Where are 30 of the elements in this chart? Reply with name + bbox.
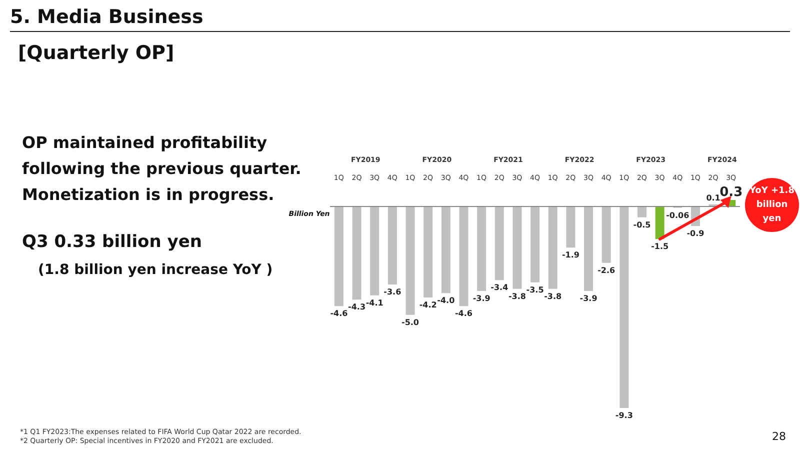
- data-label: 0.1: [706, 193, 721, 202]
- text: YoY +1.8 billion yen: [748, 185, 796, 226]
- data-label: -3.8: [544, 292, 562, 301]
- data-label: -4.3: [348, 302, 366, 312]
- text: (1.8 billion yen increase YoY ): [38, 262, 273, 278]
- data-label: -2.6: [598, 266, 616, 275]
- data-label: -3.4: [490, 283, 509, 292]
- text: OP maintained profitability following the previous quarter. Monetization is in progress.: [22, 132, 302, 206]
- data-label: -5.0: [402, 318, 420, 327]
- data-label: -4.6: [330, 309, 348, 318]
- data-label: -0.06: [666, 210, 690, 220]
- data-label: -0.5: [633, 220, 652, 230]
- data-label: -9.3: [615, 411, 633, 420]
- text: 5. Media Business: [10, 6, 790, 32]
- data-label: -0.9: [686, 229, 705, 238]
- data-label: -4.2: [419, 300, 437, 310]
- data-label: -3.5: [526, 285, 544, 294]
- data-label: -4.6: [454, 309, 473, 318]
- data-label: -3.9: [472, 294, 491, 303]
- data-label: -1.5: [651, 242, 669, 251]
- data-label: -4.0: [437, 296, 456, 306]
- text: 28: [772, 430, 786, 443]
- text: Q3 0.33 billion yen: [22, 232, 202, 252]
- data-label: 0.3: [720, 185, 743, 200]
- data-label: -3.9: [580, 294, 598, 303]
- data-label: -1.9: [562, 250, 580, 260]
- data-label: -3.8: [508, 292, 526, 301]
- data-label: -3.6: [384, 288, 402, 296]
- data-label: -4.1: [366, 298, 384, 308]
- text: [Quarterly OP]: [18, 42, 174, 64]
